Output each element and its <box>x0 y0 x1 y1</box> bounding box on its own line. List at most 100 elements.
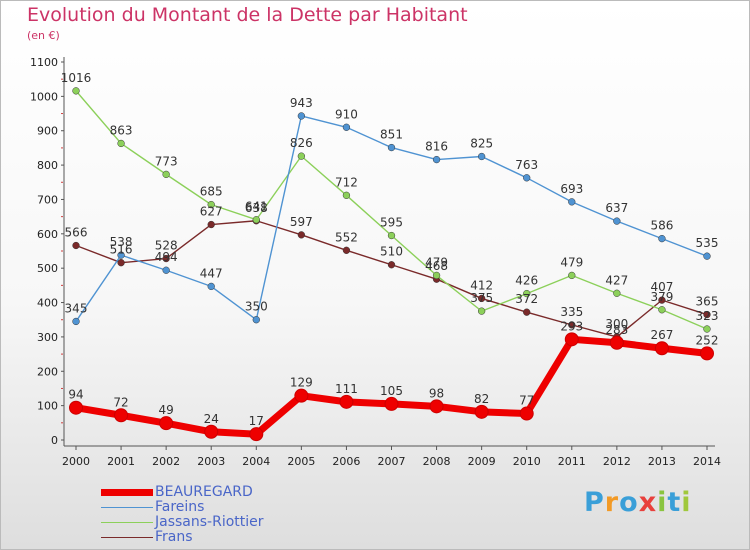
y-tick-label-600: 600 <box>37 228 58 241</box>
series-beauregard-label-2012: 283 <box>605 323 628 337</box>
series-frans-point-2005 <box>297 231 306 239</box>
series-frans-label-2013: 407 <box>650 280 673 294</box>
series-jassans-riottier-label-2005: 826 <box>290 136 313 150</box>
x-tick-label-2009: 2009 <box>468 455 496 468</box>
series-beauregard-label-2007: 105 <box>380 384 403 398</box>
series-frans-point-2013 <box>658 296 666 304</box>
series-jassans-riottier-label-2014: 323 <box>696 309 719 323</box>
series-fareins-point-2001 <box>117 251 125 259</box>
series-jassans-riottier-label-2013: 379 <box>650 290 673 304</box>
series-beauregard-label-2004: 17 <box>249 414 264 428</box>
series-jassans-riottier-label-2011: 479 <box>560 255 583 269</box>
series-frans-point-2011 <box>568 321 576 329</box>
series-frans-point-2010 <box>523 308 531 316</box>
legend-label-fareins: Fareins <box>155 499 205 515</box>
series-frans-label-2003: 627 <box>200 205 223 219</box>
y-tick-label-300: 300 <box>37 331 58 344</box>
series-frans-point-2002 <box>162 254 170 263</box>
series-fareins-label-2003: 447 <box>200 266 223 280</box>
series-frans-label-2000: 566 <box>65 226 88 240</box>
series-beauregard-label-2005: 129 <box>290 376 313 390</box>
series-frans-label-2008: 468 <box>425 259 448 273</box>
y-tick-label-200: 200 <box>37 365 58 378</box>
legend-swatch-jassans-riottier <box>101 522 153 523</box>
series-beauregard-point-2005 <box>294 388 309 403</box>
y-tick-label-1100: 1100 <box>30 56 58 69</box>
series-frans-point-2001 <box>117 259 125 267</box>
x-tick-label-2010: 2010 <box>513 455 541 468</box>
x-tick-label-2013: 2013 <box>648 455 676 468</box>
series-beauregard-point-2001 <box>114 408 129 423</box>
series-beauregard-label-2008: 98 <box>429 386 444 400</box>
series-beauregard-point-2013 <box>654 341 669 356</box>
series-jassans-riottier-label-2000: 1016 <box>61 71 92 85</box>
series-jassans-riottier-point-2002 <box>162 170 170 179</box>
legend-swatch-beauregard <box>101 489 153 496</box>
series-fareins-point-2010 <box>523 174 531 182</box>
y-tick-label-700: 700 <box>37 193 58 206</box>
series-jassans-riottier-point-2003 <box>207 200 215 209</box>
series-beauregard-label-2014: 252 <box>696 333 719 347</box>
x-tick-label-2001: 2001 <box>107 455 135 468</box>
x-tick-label-2003: 2003 <box>197 455 225 468</box>
series-beauregard-label-2011: 293 <box>560 319 583 333</box>
series-jassans-riottier-point-2005 <box>297 152 306 160</box>
series-frans-label-2014: 365 <box>696 295 719 309</box>
series-fareins-label-2008: 816 <box>425 140 448 154</box>
x-tick-label-2004: 2004 <box>242 455 270 468</box>
series-beauregard-label-2006: 111 <box>335 382 358 396</box>
series-fareins-label-2012: 637 <box>605 201 628 215</box>
series-frans-label-2010: 372 <box>515 292 538 306</box>
x-tick-label-2000: 2000 <box>62 455 90 468</box>
series-fareins-point-2013 <box>658 234 666 243</box>
chart-title: Evolution du Montant de la Dette par Hab… <box>27 4 468 26</box>
series-jassans-riottier-label-2002: 773 <box>155 154 178 168</box>
series-beauregard-point-2004 <box>249 427 264 442</box>
series-frans-label-2011: 335 <box>560 305 583 319</box>
legend-label-frans: Frans <box>155 529 193 545</box>
x-tick-label-2011: 2011 <box>558 455 586 468</box>
series-fareins-point-2007 <box>387 143 396 152</box>
series-frans-label-2004: 638 <box>245 201 268 215</box>
series-jassans-riottier-point-2000 <box>72 87 80 95</box>
series-jassans-riottier-point-2004 <box>252 216 260 224</box>
series-beauregard-point-2009 <box>474 404 489 419</box>
series-fareins-label-2011: 693 <box>560 182 583 196</box>
series-jassans-riottier-label-2012: 427 <box>605 273 628 287</box>
series-jassans-riottier-point-2012 <box>613 289 621 297</box>
y-tick-label-100: 100 <box>37 400 58 413</box>
series-frans-label-2012: 300 <box>605 317 628 331</box>
x-tick-label-2008: 2008 <box>423 455 451 468</box>
series-beauregard-point-2008 <box>429 399 444 414</box>
series-frans-point-2003 <box>207 220 215 229</box>
series-frans-label-2009: 412 <box>470 278 493 292</box>
series-jassans-riottier-point-2014 <box>703 325 711 333</box>
x-tick-label-2006: 2006 <box>332 455 360 468</box>
legend-swatch-fareins <box>101 507 153 508</box>
series-beauregard-label-2000: 94 <box>68 388 83 402</box>
series-jassans-riottier-label-2006: 712 <box>335 175 358 189</box>
series-beauregard-point-2006 <box>339 394 354 409</box>
series-frans-point-2006 <box>342 246 351 254</box>
series-beauregard-label-2013: 267 <box>650 328 673 342</box>
y-tick-label-500: 500 <box>37 262 58 275</box>
series-fareins-label-2014: 535 <box>696 236 719 250</box>
series-beauregard-point-2011 <box>564 332 579 347</box>
series-fareins-point-2005 <box>297 112 306 120</box>
series-beauregard-point-2010 <box>519 406 534 421</box>
series-frans-label-2005: 597 <box>290 215 313 229</box>
series-jassans-riottier-point-2011 <box>568 271 576 280</box>
series-beauregard-label-2002: 49 <box>159 403 174 417</box>
series-jassans-riottier-label-2009: 375 <box>470 291 493 305</box>
series-jassans-riottier-label-2007: 595 <box>380 216 403 230</box>
series-beauregard-point-2002 <box>159 416 174 431</box>
y-tick-label-900: 900 <box>37 125 58 138</box>
series-fareins-label-2007: 851 <box>380 128 403 142</box>
series-jassans-riottier-label-2008: 479 <box>425 255 448 269</box>
series-jassans-riottier-label-2004: 641 <box>245 200 268 214</box>
series-fareins-point-2006 <box>342 123 351 131</box>
series-jassans-riottier-label-2010: 426 <box>515 274 538 288</box>
series-fareins-label-2006: 910 <box>335 107 358 121</box>
